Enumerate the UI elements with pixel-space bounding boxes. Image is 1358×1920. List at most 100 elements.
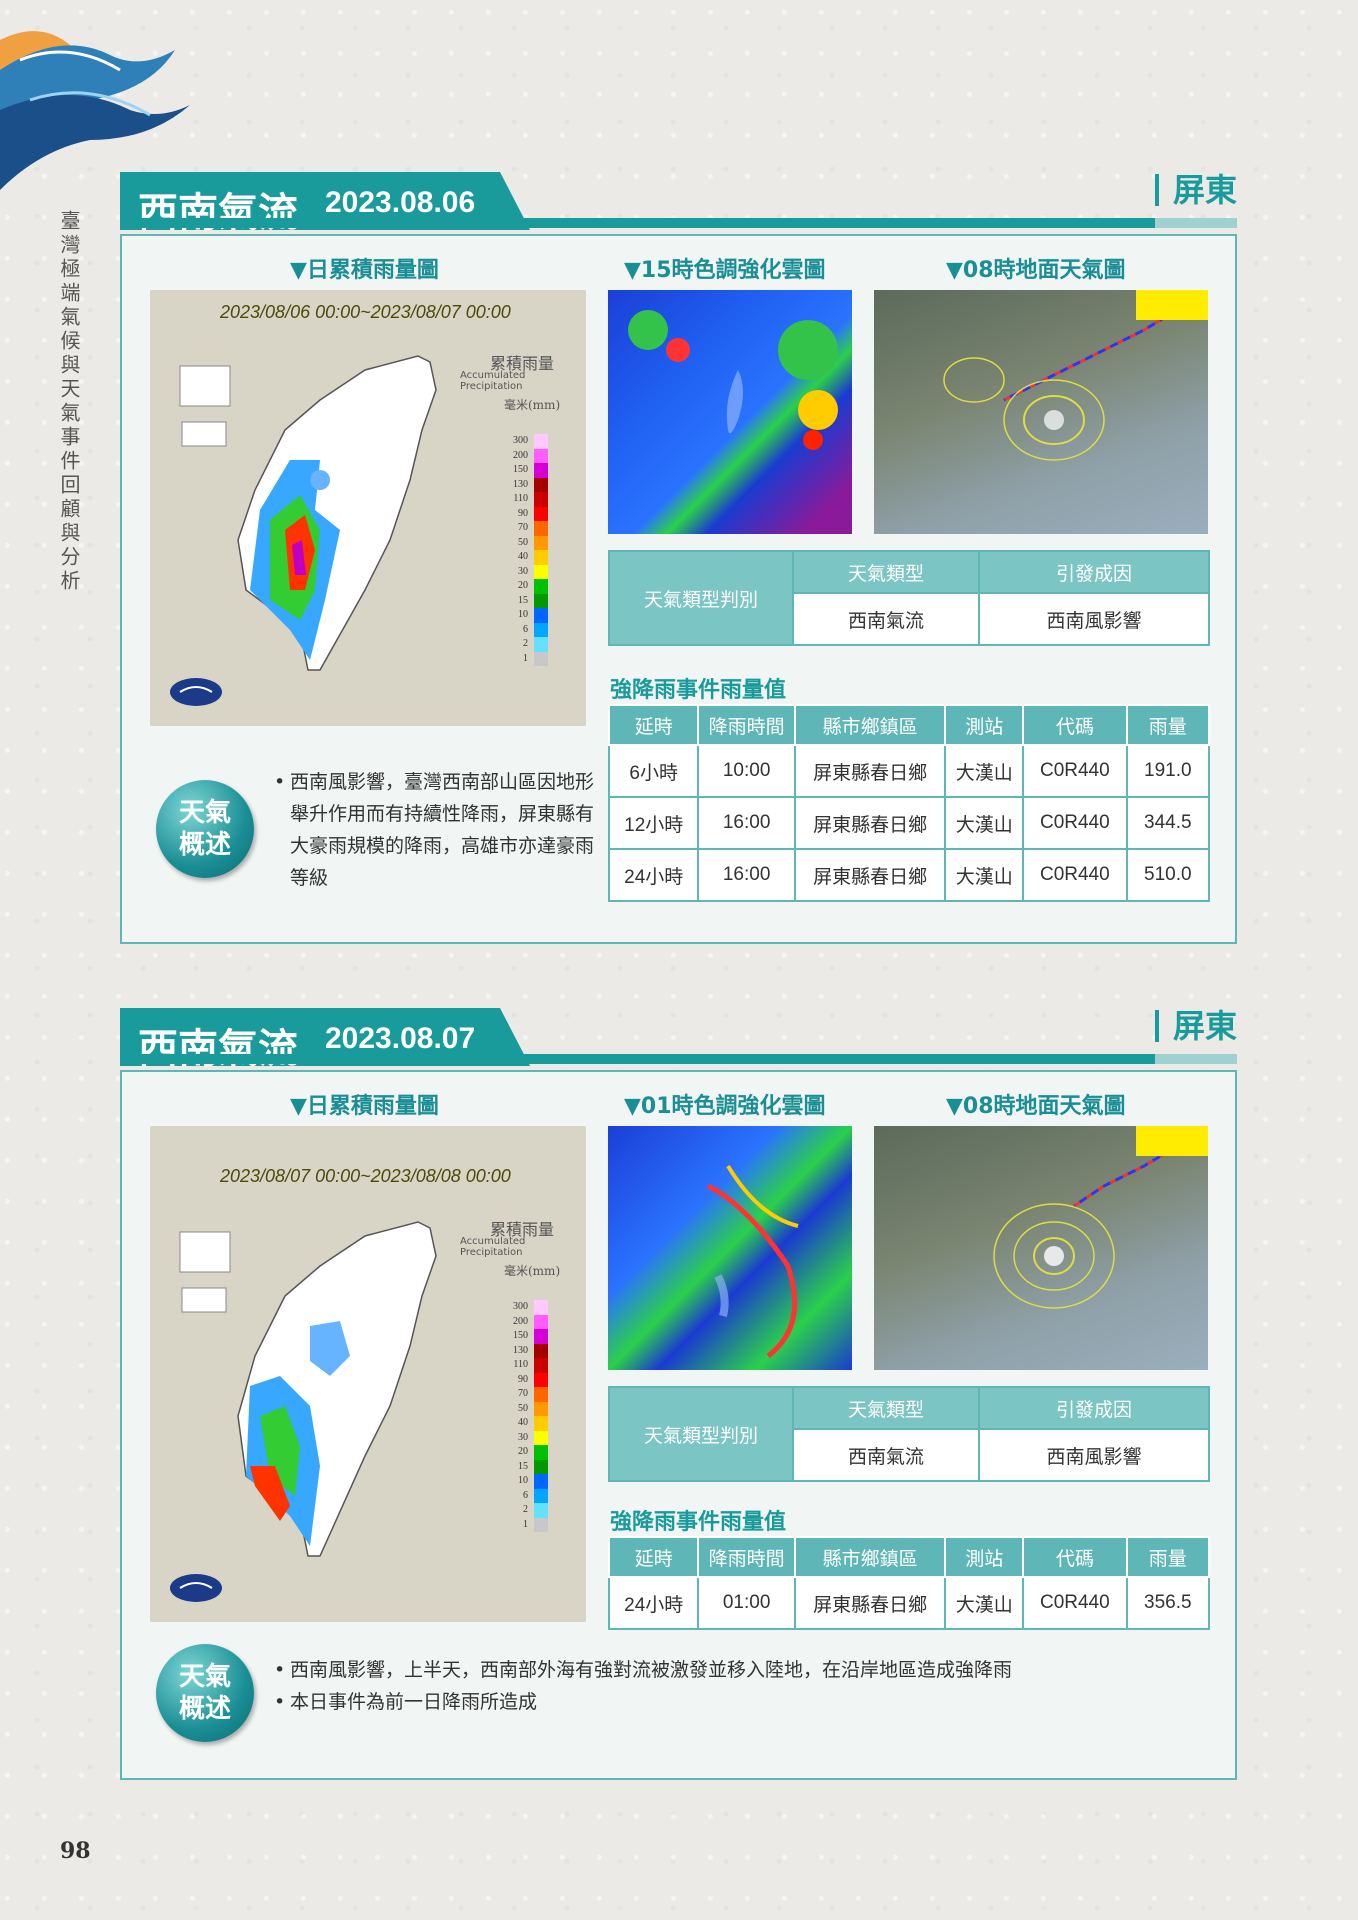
legend-label: 40	[518, 551, 528, 562]
event-title: 西南氣流	[138, 1026, 298, 1072]
legend-labels: 300 200 150 130 110 90 70 50 40 30 20 15 10 6 2 1	[500, 434, 528, 666]
rain-table-header: 延時	[607, 1536, 700, 1578]
legend-swatch	[534, 463, 548, 478]
taiwan-map	[170, 1221, 437, 1602]
legend-swatch	[534, 477, 548, 492]
legend-swatch	[534, 434, 548, 449]
legend-swatch	[534, 579, 548, 594]
cause-value: 西南風影響	[977, 592, 1211, 646]
table-cell: 10:00	[697, 744, 796, 798]
surface-caption: ▼08時地面天氣圖	[946, 1094, 1126, 1119]
surface-weather-image	[874, 1126, 1208, 1370]
legend-swatch	[534, 1416, 548, 1431]
event-panel: ▼日累積雨量圖 ▼01時色調強化雲圖 ▼08時地面天氣圖 2023/08/07 …	[120, 1070, 1237, 1780]
legend-swatch	[534, 1372, 548, 1387]
legend-label: 15	[518, 594, 528, 606]
legend-title: 累積雨量	[490, 1220, 555, 1239]
event-panel: ▼日累積雨量圖 ▼15時色調強化雲圖 ▼08時地面天氣圖 2023/08/06 …	[120, 234, 1237, 944]
legend-label: 110	[513, 1359, 528, 1370]
table-cell: C0R440	[1022, 744, 1128, 798]
rain-table-header: 延時	[607, 704, 700, 746]
rain-table-title: 強降雨事件雨量值	[610, 1510, 787, 1535]
section-header: 西南氣流 2023.08.06 屏東	[120, 172, 1237, 236]
event-section-1: 西南氣流 2023.08.06 屏東 ▼日累積雨量圖 ▼15時色調強化雲圖 ▼0…	[120, 172, 1237, 944]
legend-label: 130	[513, 1344, 528, 1356]
cause-value: 西南風影響	[977, 1428, 1211, 1482]
table-cell: C0R440	[1022, 796, 1128, 850]
legend-color-bar	[534, 1300, 548, 1532]
event-date: 2023.08.06	[325, 186, 476, 219]
table-row: 12小時 16:00 屏東縣春日鄉 大漢山 C0R440 344.5	[607, 796, 1211, 850]
table-cell: 屏東縣春日鄉	[793, 796, 947, 850]
legend-label: 2	[523, 1504, 528, 1515]
rain-table-header: 縣市鄉鎮區	[793, 1536, 947, 1578]
table-cell: 510.0	[1125, 848, 1211, 902]
legend-swatch	[534, 1314, 548, 1329]
side-title: 臺灣極端氣候與天氣事件回顧與分析	[57, 210, 81, 594]
legend-label: 1	[523, 652, 528, 664]
classification-label: 天氣類型判別	[608, 1386, 794, 1482]
table-cell: 大漢山	[944, 1576, 1025, 1630]
satellite-caption: ▼15時色調強化雲圖	[624, 258, 826, 283]
legend-label: 1	[523, 1518, 528, 1530]
legend-label: 90	[518, 507, 528, 519]
legend-swatch	[534, 521, 548, 536]
cause-header: 引發成因	[977, 550, 1211, 594]
legend-swatch	[534, 651, 548, 666]
legend-swatch	[534, 492, 548, 507]
legend-swatch	[534, 448, 548, 463]
badge-line-1: 天氣	[178, 798, 231, 828]
rain-map-caption: ▼日累積雨量圖	[290, 258, 439, 283]
table-row: 6小時 10:00 屏東縣春日鄉 大漢山 C0R440 191.0	[607, 744, 1211, 798]
legend-label: 300	[513, 1301, 528, 1312]
table-cell: 屏東縣春日鄉	[793, 1576, 947, 1630]
legend-label: 10	[518, 1475, 528, 1486]
legend-swatch	[534, 1387, 548, 1402]
rain-table-header: 測站	[944, 704, 1025, 746]
table-cell: 大漢山	[944, 848, 1025, 902]
rain-table: 延時 降雨時間 縣市鄉鎮區 測站 代碼 雨量 24小時 01:00 屏東縣春日鄉 大漢山 C0R44…	[607, 1536, 1211, 1630]
rain-table-header: 代碼	[1022, 704, 1128, 746]
type-header: 天氣類型	[792, 550, 980, 594]
table-cell: 6小時	[607, 744, 700, 798]
legend-swatch	[534, 1459, 548, 1474]
description-item: 西南風影響，上半天，西南部外海有強對流被激發並移入陸地，在沿岸地區造成強降雨	[274, 1654, 1174, 1686]
type-value: 西南氣流	[792, 1428, 980, 1482]
rain-table-header: 測站	[944, 1536, 1025, 1578]
table-cell: 16:00	[697, 848, 796, 902]
legend-swatch	[534, 550, 548, 565]
legend-swatch	[534, 1488, 548, 1503]
legend-label: 50	[518, 536, 528, 548]
legend-swatch	[534, 1445, 548, 1460]
legend-swatch	[534, 535, 548, 550]
type-header: 天氣類型	[792, 1386, 980, 1430]
legend-subtitle: Accumulated Precipitation	[460, 370, 526, 392]
legend-swatch	[534, 564, 548, 579]
legend-swatch	[534, 1401, 548, 1416]
rain-map-image: 2023/08/06 00:00~2023/08/07 00:00 累積雨量 A…	[150, 290, 586, 726]
legend-swatch	[534, 608, 548, 623]
satellite-image	[608, 290, 852, 534]
surface-caption: ▼08時地面天氣圖	[946, 258, 1126, 283]
legend-label: 150	[513, 1330, 528, 1341]
legend-label: 50	[518, 1402, 528, 1414]
table-cell: C0R440	[1022, 848, 1128, 902]
rain-map-caption: ▼日累積雨量圖	[290, 1094, 439, 1119]
legend-label: 130	[513, 478, 528, 490]
title-rule-light	[1155, 218, 1237, 228]
legend-unit: 毫米(mm)	[504, 1264, 561, 1278]
table-cell: 191.0	[1125, 744, 1211, 798]
legend-label: 300	[513, 435, 528, 446]
rain-table-header: 縣市鄉鎮區	[793, 704, 947, 746]
legend-label: 110	[513, 493, 528, 504]
weather-description: 西南風影響，上半天，西南部外海有強對流被激發並移入陸地，在沿岸地區造成強降雨 本…	[274, 1654, 1174, 1718]
table-row: 24小時 16:00 屏東縣春日鄉 大漢山 C0R440 510.0	[607, 848, 1211, 902]
table-cell: 屏東縣春日鄉	[793, 744, 947, 798]
title-rule-light	[1155, 1054, 1237, 1064]
legend-label: 70	[518, 1388, 528, 1399]
table-cell: 屏東縣春日鄉	[793, 848, 947, 902]
legend-label: 200	[513, 449, 528, 461]
legend-swatch	[534, 1329, 548, 1344]
legend-label: 2	[523, 638, 528, 649]
wave-decoration	[0, 31, 190, 190]
